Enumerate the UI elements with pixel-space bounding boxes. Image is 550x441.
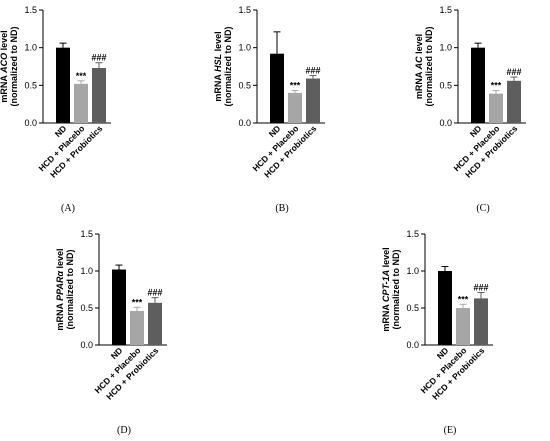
y-tick-label: 1.5 bbox=[406, 229, 419, 239]
y-tick-label: 0.0 bbox=[406, 340, 419, 350]
significance-label-2: ### bbox=[473, 282, 488, 292]
bar-0 bbox=[438, 271, 452, 345]
bar-2 bbox=[474, 298, 488, 345]
y-tick-label: 0.5 bbox=[439, 80, 452, 90]
significance-label-2: ### bbox=[506, 67, 521, 77]
panel-label: (A) bbox=[61, 203, 75, 214]
y-tick-label: 1.5 bbox=[238, 5, 251, 15]
y-axis-label: mRNA AC level bbox=[414, 34, 424, 99]
bar-1 bbox=[489, 93, 503, 123]
y-tick-label: 1.0 bbox=[80, 266, 93, 276]
panel-3: 0.0 0.5 1.0 1.5 mRNA PPARα level (normalized … bbox=[55, 229, 167, 436]
significance-label-1: *** bbox=[132, 297, 143, 307]
y-tick-label: 0.5 bbox=[80, 303, 93, 313]
y-tick-label: 1.5 bbox=[439, 5, 452, 15]
significance-label-2: ### bbox=[147, 288, 162, 298]
bar-0 bbox=[56, 47, 70, 123]
y-axis-label: mRNA PPARα level bbox=[55, 248, 65, 330]
y-axis-label-line2: (normalized to ND) bbox=[223, 26, 233, 106]
y-axis-label-line2: (normalized to ND) bbox=[391, 249, 401, 329]
bar-2 bbox=[92, 68, 106, 123]
significance-label-2: ### bbox=[305, 66, 320, 76]
y-axis-label-gene: PPARα bbox=[55, 271, 65, 301]
bar-0 bbox=[471, 47, 485, 123]
y-tick-label: 1.0 bbox=[406, 266, 419, 276]
bar-1 bbox=[288, 92, 302, 123]
y-tick-label: 1.5 bbox=[24, 5, 37, 15]
bar-1 bbox=[74, 83, 88, 123]
panel-label: (C) bbox=[476, 203, 489, 214]
panel-2: 0.0 0.5 1.0 1.5 mRNA AC level (normalized to … bbox=[414, 5, 526, 214]
y-axis-label-prefix: mRNA bbox=[0, 73, 9, 103]
y-tick-label: 1.5 bbox=[80, 229, 93, 239]
y-axis-label-gene: ACO bbox=[0, 53, 9, 74]
y-tick-label: 0.5 bbox=[24, 80, 37, 90]
y-tick-label: 0.0 bbox=[439, 118, 452, 128]
y-axis-label-line2: (normalized to ND) bbox=[9, 26, 19, 106]
bar-2 bbox=[148, 302, 162, 345]
y-tick-label: 1.0 bbox=[439, 43, 452, 53]
y-axis-label-suffix: level bbox=[55, 248, 65, 271]
bar-0 bbox=[270, 53, 284, 124]
bar-1 bbox=[456, 308, 470, 345]
y-axis-label-prefix: mRNA bbox=[213, 72, 223, 102]
panel-0: 0.0 0.5 1.0 1.5 mRNA ACO level (normalized to… bbox=[0, 5, 111, 214]
y-axis-label-line2: (normalized to ND) bbox=[65, 249, 75, 329]
y-axis-label-suffix: level bbox=[414, 34, 424, 57]
bar-2 bbox=[306, 78, 320, 123]
y-axis-label-prefix: mRNA bbox=[55, 301, 65, 331]
y-tick-label: 1.0 bbox=[238, 43, 251, 53]
bar-2 bbox=[507, 80, 521, 123]
y-axis-label-suffix: level bbox=[381, 247, 391, 270]
y-tick-label: 0.0 bbox=[80, 340, 93, 350]
y-tick-label: 0.0 bbox=[238, 118, 251, 128]
significance-label-1: *** bbox=[290, 81, 301, 91]
y-tick-label: 0.5 bbox=[238, 80, 251, 90]
y-axis-label-line2: (normalized to ND) bbox=[424, 26, 434, 106]
significance-label-1: *** bbox=[458, 294, 469, 304]
bar-1 bbox=[130, 310, 144, 345]
bar-0 bbox=[112, 269, 126, 345]
y-axis-label-gene: AC bbox=[414, 56, 424, 70]
y-axis-label-gene: CPT-1A bbox=[381, 270, 391, 302]
y-tick-label: 0.0 bbox=[24, 118, 37, 128]
panel-label: (B) bbox=[275, 203, 288, 214]
panel-1: 0.0 0.5 1.0 1.5 mRNA HSL level (normalized to… bbox=[213, 5, 325, 214]
y-axis-label-prefix: mRNA bbox=[381, 302, 391, 332]
panel-label: (E) bbox=[444, 425, 457, 436]
panel-4: 0.0 0.5 1.0 1.5 mRNA CPT-1A level (normalized… bbox=[381, 229, 493, 436]
panel-label: (D) bbox=[117, 425, 131, 436]
y-axis-label: mRNA CPT-1A level bbox=[381, 247, 391, 331]
y-tick-label: 0.5 bbox=[406, 303, 419, 313]
significance-label-2: ### bbox=[91, 53, 106, 63]
significance-label-1: *** bbox=[491, 81, 502, 91]
y-axis-label-suffix: level bbox=[213, 31, 223, 54]
y-tick-label: 1.0 bbox=[24, 43, 37, 53]
y-axis-label-gene: HSL bbox=[213, 54, 223, 72]
y-axis-label-suffix: level bbox=[0, 30, 9, 53]
significance-label-1: *** bbox=[76, 71, 87, 81]
y-axis-label: mRNA ACO level bbox=[0, 30, 9, 102]
y-axis-label-prefix: mRNA bbox=[414, 69, 424, 99]
y-axis-label: mRNA HSL level bbox=[213, 31, 223, 101]
